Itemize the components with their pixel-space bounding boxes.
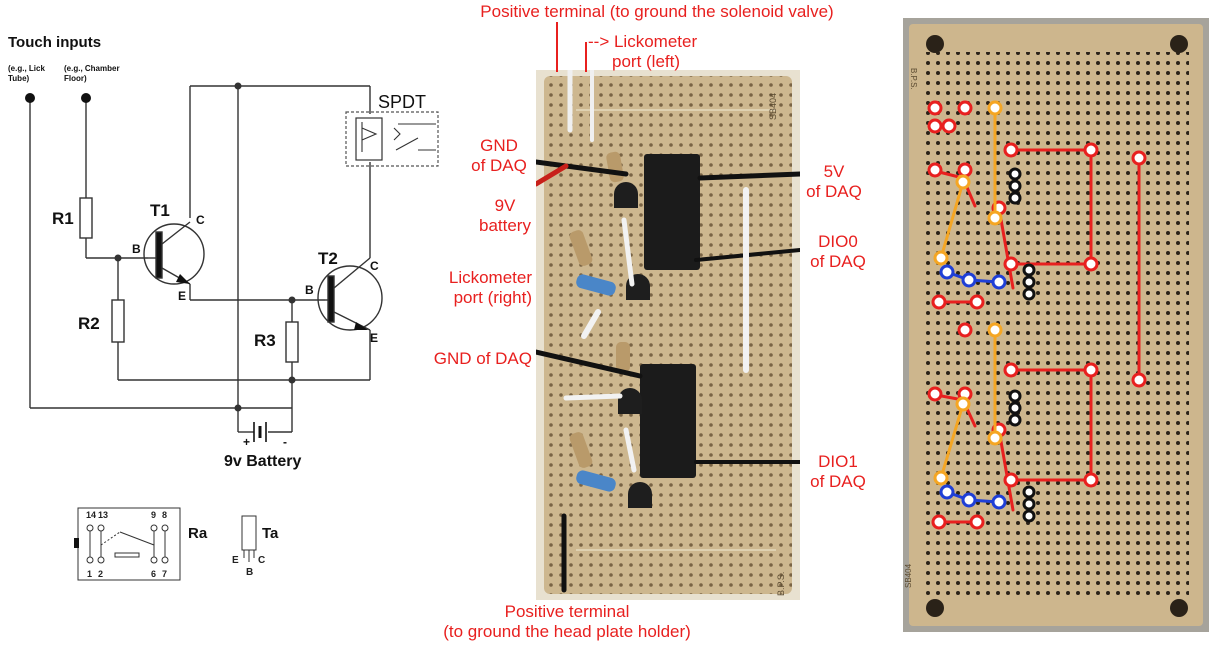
battery-plus: + bbox=[243, 435, 250, 449]
label-9v-battery: 9V battery bbox=[479, 196, 531, 235]
relay-pin-13: 13 bbox=[98, 510, 108, 520]
t2-base-label: B bbox=[305, 283, 314, 297]
breadboard-photo: SB404 B.P.S. bbox=[536, 70, 800, 600]
input1-note-line1: (e.g., Lick bbox=[8, 64, 45, 73]
touch-input-2-terminal bbox=[81, 93, 91, 103]
label-lickometer-right: Lickometer port (right) bbox=[448, 268, 532, 307]
relay-pin-2: 2 bbox=[98, 569, 103, 579]
battery-minus: - bbox=[283, 435, 287, 449]
label-lickometer-left: --> Lickometer port (left) bbox=[588, 32, 698, 71]
transistor-pin-e: E bbox=[232, 555, 239, 566]
stripboard-layout: B.P.S. SB404 bbox=[903, 18, 1209, 632]
circuit-schematic: Touch inputs (e.g., Lick Tube) (e.g., Ch… bbox=[8, 34, 439, 581]
relay-pin-8: 8 bbox=[162, 510, 167, 520]
label-gnd-daq-1: GND of DAQ bbox=[471, 136, 527, 175]
input2-note-line1: (e.g., Chamber bbox=[64, 64, 120, 73]
label-top-positive-terminal: Positive terminal (to ground the solenoi… bbox=[480, 2, 834, 21]
relay-ic-2 bbox=[640, 364, 696, 478]
t2-label: T2 bbox=[318, 249, 338, 268]
relay-pin-14: 14 bbox=[86, 510, 96, 520]
spdt-relay-box bbox=[345, 111, 439, 167]
relay-legend-label: Ra bbox=[188, 525, 208, 542]
r2-label: R2 bbox=[78, 314, 100, 333]
t1-emitter-label: E bbox=[178, 289, 186, 303]
transistor-footprint bbox=[241, 515, 257, 562]
input1-note-line2: Tube) bbox=[8, 74, 30, 83]
diagram-board-maker: B.P.S. bbox=[909, 68, 918, 90]
label-gnd-daq-2: GND of DAQ bbox=[433, 349, 532, 368]
transistor-t2 bbox=[317, 257, 383, 331]
label-5v-daq: 5V of DAQ bbox=[806, 162, 862, 201]
label-dio0-daq: DIO0 of DAQ bbox=[810, 232, 866, 271]
relay-pin-7: 7 bbox=[162, 569, 167, 579]
label-dio1-daq: DIO1 of DAQ bbox=[810, 452, 866, 491]
transistor-pin-c: C bbox=[258, 555, 265, 566]
r3-label: R3 bbox=[254, 331, 276, 350]
resistor-r2 bbox=[111, 299, 125, 343]
leader-top-positive bbox=[556, 22, 558, 72]
spdt-label: SPDT bbox=[378, 92, 426, 112]
diagram-board-code: SB404 bbox=[904, 563, 913, 588]
battery-symbol bbox=[253, 422, 267, 442]
relay-pin-9: 9 bbox=[151, 510, 156, 520]
leader-lickometer-left bbox=[585, 42, 587, 72]
t1-collector-label: C bbox=[196, 213, 205, 227]
relay-ic-1 bbox=[644, 154, 700, 270]
touch-input-1-terminal bbox=[25, 93, 35, 103]
transistor-legend-label: Ta bbox=[262, 525, 279, 542]
input2-note-line2: Floor) bbox=[64, 74, 87, 83]
r1-label: R1 bbox=[52, 209, 74, 228]
transistor-pin-b: B bbox=[246, 567, 253, 578]
photo-board-code-top: SB404 bbox=[768, 93, 778, 120]
t1-label: T1 bbox=[150, 201, 170, 220]
t2-emitter-label: E bbox=[370, 331, 378, 345]
t1-base-label: B bbox=[132, 242, 141, 256]
t2-collector-label: C bbox=[370, 259, 379, 273]
label-bottom-positive-terminal: Positive terminal (to ground the head pla… bbox=[443, 602, 691, 641]
relay-pin-1: 1 bbox=[87, 569, 92, 579]
battery-label: 9v Battery bbox=[224, 453, 301, 470]
resistor-r3 bbox=[285, 321, 299, 363]
resistor-r1 bbox=[79, 197, 93, 239]
photo-board-maker-bottom: B.P.S. bbox=[776, 572, 786, 596]
transistor-t1 bbox=[143, 221, 205, 285]
relay-pin-6: 6 bbox=[151, 569, 156, 579]
schematic-title: Touch inputs bbox=[8, 34, 101, 51]
